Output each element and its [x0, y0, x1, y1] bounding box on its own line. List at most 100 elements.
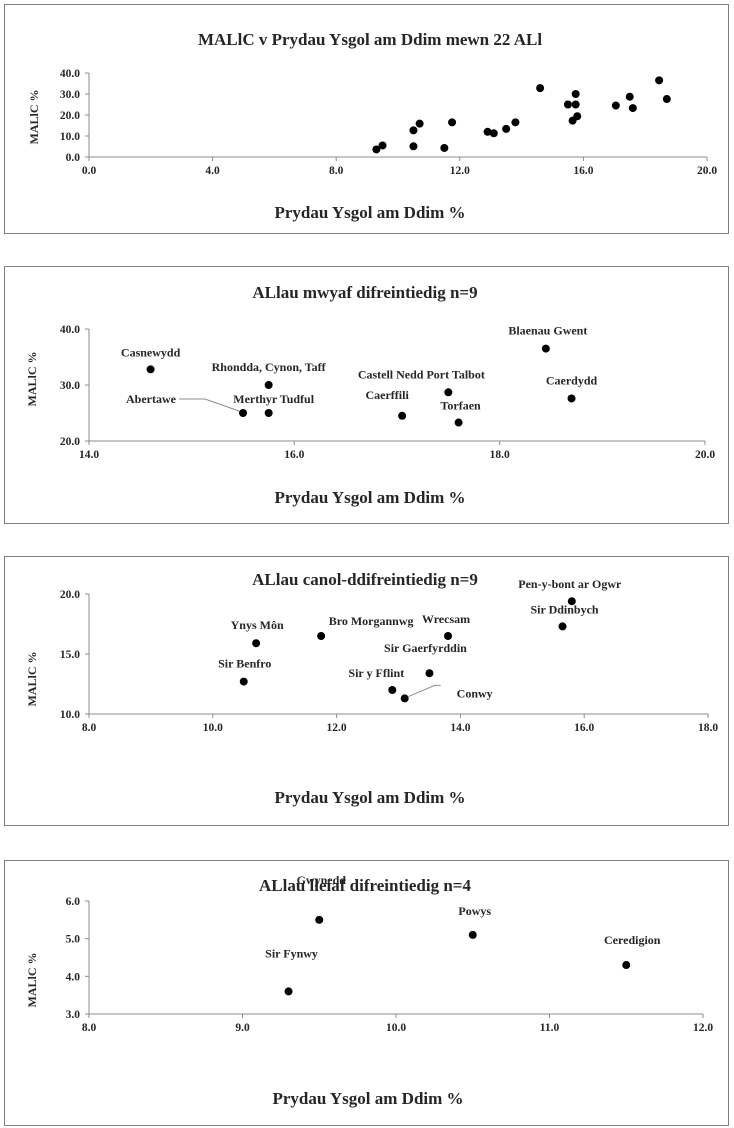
- data-point: [454, 418, 463, 427]
- data-label: Powys: [458, 904, 491, 918]
- x-tick-label: 20.0: [695, 449, 715, 461]
- x-tick-label: 20.0: [697, 165, 717, 177]
- y-tick-label: 10.0: [60, 709, 80, 721]
- y-axis-label: MALlC %: [27, 90, 41, 145]
- y-axis-label: MALlC %: [25, 652, 39, 707]
- x-tick-label: 11.0: [540, 1022, 560, 1034]
- data-point: [400, 694, 409, 703]
- x-tick-label: 14.0: [79, 449, 99, 461]
- chart-title: ALlau lleiaf difreintiedig n=4: [259, 876, 471, 895]
- data-label: Wrecsam: [422, 612, 470, 626]
- x-tick-label: 8.0: [329, 165, 344, 177]
- y-tick-label: 3.0: [66, 1009, 81, 1021]
- data-point: [573, 112, 582, 121]
- x-axis-label: Prydau Ysgol am Ddim %: [274, 203, 465, 222]
- data-label: Torfaen: [440, 399, 481, 413]
- data-point: [146, 365, 155, 374]
- chart-title: ALlau canol-ddifreintiedig n=9: [252, 570, 478, 589]
- data-point: [511, 118, 520, 127]
- x-tick-label: 12.0: [327, 722, 347, 734]
- x-tick-label: 12.0: [693, 1022, 713, 1034]
- y-tick-label: 20.0: [60, 110, 80, 122]
- x-axis-label: Prydau Ysgol am Ddim %: [274, 788, 465, 807]
- data-point: [502, 124, 511, 133]
- data-label: Abertawe: [126, 392, 177, 406]
- data-label: Bro Morgannwg: [329, 614, 414, 628]
- data-point: [571, 100, 580, 109]
- data-point: [315, 915, 324, 924]
- y-tick-label: 30.0: [60, 380, 80, 392]
- data-label: Merthyr Tudful: [233, 392, 314, 406]
- data-point: [409, 126, 418, 135]
- data-point: [317, 632, 326, 640]
- data-label: Castell Nedd Port Talbot: [358, 367, 485, 381]
- scatter-chart-least-deprived: ALlau lleiaf difreintiedig n=4 MALlC % P…: [25, 873, 713, 1108]
- x-tick-label: 10.0: [386, 1022, 406, 1034]
- data-point: [440, 143, 449, 152]
- data-label: Gwynedd: [297, 873, 347, 887]
- data-point: [571, 90, 580, 98]
- data-label: Casnewydd: [121, 345, 181, 359]
- data-point: [444, 632, 453, 640]
- label-leader-line: [408, 684, 441, 697]
- y-tick-label: 40.0: [60, 324, 80, 336]
- x-tick-label: 8.0: [82, 722, 97, 734]
- chart-panel-least-deprived: ALlau lleiaf difreintiedig n=4 MALlC % P…: [4, 860, 729, 1126]
- data-label: Sir Fynwy: [265, 946, 318, 960]
- y-axis-label: MALlC %: [25, 352, 39, 407]
- x-tick-label: 14.0: [450, 722, 470, 734]
- x-tick-label: 0.0: [82, 165, 97, 177]
- y-tick-label: 15.0: [60, 649, 80, 661]
- data-point: [415, 119, 424, 128]
- data-point: [567, 597, 576, 606]
- x-tick-label: 9.0: [235, 1022, 250, 1034]
- data-label: Sir Benfro: [218, 657, 271, 671]
- data-point: [372, 145, 381, 154]
- y-tick-label: 6.0: [66, 896, 81, 908]
- data-point: [567, 394, 576, 403]
- data-point: [444, 388, 453, 397]
- y-axis-label: MALlC %: [25, 953, 39, 1008]
- data-point: [558, 622, 567, 631]
- data-label: Sir Gaerfyrddin: [384, 641, 467, 655]
- data-point: [662, 95, 671, 104]
- y-tick-label: 5.0: [66, 934, 81, 946]
- data-label: Rhondda, Cynon, Taff: [212, 360, 327, 374]
- data-point: [563, 100, 572, 109]
- data-point: [541, 344, 550, 353]
- data-point: [264, 381, 273, 389]
- scatter-chart-all: MALlC v Prydau Ysgol am Ddim mewn 22 ALl…: [27, 30, 717, 222]
- data-point: [448, 118, 457, 127]
- data-point: [239, 677, 248, 686]
- data-point: [628, 104, 637, 113]
- chart-panel-middle-deprived: ALlau canol-ddifreintiedig n=9 MALlC % P…: [4, 556, 729, 826]
- data-label: Conwy: [457, 686, 493, 700]
- y-tick-label: 20.0: [60, 589, 80, 601]
- data-point: [468, 930, 477, 939]
- data-point: [284, 987, 293, 996]
- data-label: Ceredigion: [604, 933, 661, 947]
- data-point: [425, 669, 434, 678]
- x-tick-label: 16.0: [573, 165, 593, 177]
- scatter-chart-middle-deprived: ALlau canol-ddifreintiedig n=9 MALlC % P…: [25, 570, 718, 807]
- chart-title: MALlC v Prydau Ysgol am Ddim mewn 22 ALl: [198, 30, 542, 49]
- y-tick-label: 0.0: [66, 152, 81, 164]
- x-tick-label: 12.0: [450, 165, 470, 177]
- y-tick-label: 40.0: [60, 68, 80, 80]
- data-point: [483, 127, 492, 136]
- x-tick-label: 10.0: [203, 722, 223, 734]
- data-point: [625, 92, 634, 101]
- data-point: [409, 142, 418, 151]
- x-axis-label: Prydau Ysgol am Ddim %: [272, 1089, 463, 1108]
- data-label: Caerffili: [365, 388, 409, 402]
- x-tick-label: 18.0: [698, 722, 718, 734]
- data-label: Sir Ddinbych: [530, 602, 598, 616]
- data-point: [252, 639, 261, 648]
- data-label: Caerdydd: [546, 373, 598, 387]
- chart-panel-most-deprived: ALlau mwyaf difreintiedig n=9 MALlC % Pr…: [4, 266, 729, 524]
- x-tick-label: 16.0: [574, 722, 594, 734]
- y-tick-label: 30.0: [60, 89, 80, 101]
- y-tick-label: 10.0: [60, 131, 80, 143]
- data-point: [622, 961, 631, 970]
- data-label: Pen-y-bont ar Ogwr: [518, 577, 622, 591]
